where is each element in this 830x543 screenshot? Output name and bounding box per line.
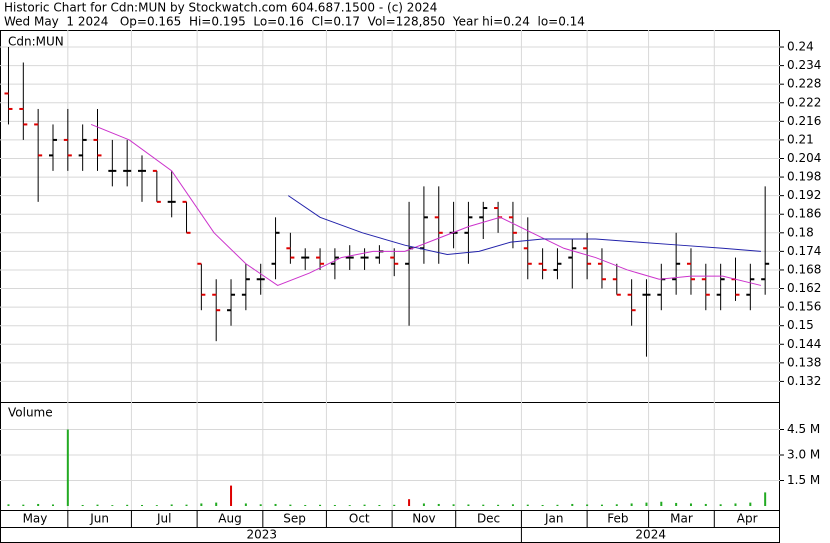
volume-bar <box>586 504 589 506</box>
chart-subtitle: Wed May 1 2024 Op=0.165 Hi=0.195 Lo=0.16… <box>4 15 585 29</box>
y-tick-label: 0.228 <box>787 77 821 91</box>
volume-bar <box>689 503 692 506</box>
y-tick-label: 0.144 <box>787 337 821 351</box>
volume-bar <box>600 504 603 506</box>
volume-bar <box>378 504 381 506</box>
volume-bar <box>155 505 158 506</box>
y-tick-label: 0.216 <box>787 114 821 128</box>
y-tick-label: 0.222 <box>787 95 821 109</box>
moving-average <box>287 195 761 255</box>
volume-bar <box>526 504 529 506</box>
y-tick-label: 0.162 <box>787 281 821 295</box>
volume-bar <box>304 504 307 506</box>
volume-bar <box>170 504 173 506</box>
y-tick-label: 0.132 <box>787 374 821 388</box>
legend: Cdn:MUN <box>8 35 64 49</box>
y-tick-label: 0.138 <box>787 355 821 369</box>
y-tick-label: 0.204 <box>787 151 821 165</box>
volume-bar <box>393 504 396 506</box>
y-tick-label: 0.192 <box>787 188 821 202</box>
volume-bar <box>126 504 129 506</box>
volume-bar <box>111 505 114 506</box>
volume-bar <box>497 504 500 506</box>
x-tick-label: Jan <box>544 512 564 526</box>
y-tick-label: 0.186 <box>787 207 821 221</box>
y-tick-label: 1.5 M <box>787 473 820 487</box>
y-tick-label: 0.21 <box>787 132 814 146</box>
price-frame <box>0 30 780 403</box>
y-tick-label: 0.198 <box>787 170 821 184</box>
y-tick-label: 3.0 M <box>787 448 820 462</box>
volume-bar <box>422 503 425 506</box>
volume-bar <box>645 502 648 506</box>
volume-frame <box>0 402 780 511</box>
x-tick-label: Sep <box>283 512 306 526</box>
x-tick-label: Jun <box>89 512 109 526</box>
x-tick-label: Apr <box>737 512 758 526</box>
volume-bar <box>363 504 366 506</box>
x-tick-label: Feb <box>607 512 628 526</box>
volume-bar <box>704 503 707 506</box>
volume-bar <box>734 503 737 506</box>
volume-bar <box>244 503 247 506</box>
volume-bar <box>467 504 470 506</box>
volume-bar <box>274 503 277 506</box>
volume-bar <box>675 502 678 506</box>
volume-bar <box>541 504 544 506</box>
volume-bar <box>408 499 411 506</box>
volume-bar <box>289 504 292 506</box>
y-tick-label: 4.5 M <box>787 422 820 436</box>
volume-bar <box>51 504 54 506</box>
x-tick-label: Jul <box>156 512 171 526</box>
volume-bar <box>437 503 440 506</box>
volume-bar <box>259 504 262 506</box>
volume-bar <box>81 504 84 506</box>
y-tick-label: 0.18 <box>787 225 814 239</box>
volume-bar <box>319 504 322 506</box>
volume-bar <box>452 504 455 506</box>
volume-bar <box>348 505 351 506</box>
moving-average <box>90 123 762 287</box>
volume-bar <box>511 504 514 506</box>
volume-bar <box>333 504 336 506</box>
volume-bar <box>66 429 69 506</box>
x-tick-label: Mar <box>670 512 693 526</box>
y-tick-label: 0.234 <box>787 58 821 72</box>
volume-bar <box>660 501 663 506</box>
volume-bar <box>22 504 25 506</box>
x-tick-label: Nov <box>412 512 435 526</box>
x-tick-label: Dec <box>477 512 500 526</box>
volume-bar <box>230 485 233 506</box>
volume-bar <box>630 503 633 506</box>
volume-bar <box>185 504 188 506</box>
volume-bar <box>37 503 40 506</box>
volume-bar <box>556 504 559 506</box>
volume-bar <box>7 504 10 506</box>
volume-bar <box>96 504 99 506</box>
volume-bar <box>215 502 218 506</box>
x-tick-label: May <box>23 512 48 526</box>
y-tick-label: 0.168 <box>787 262 821 276</box>
volume-bar <box>749 502 752 506</box>
y-tick-label: 0.174 <box>787 244 821 258</box>
volume-bar <box>200 503 203 506</box>
year-label: 2023 <box>246 528 277 542</box>
y-tick-label: 0.156 <box>787 300 821 314</box>
volume-bar <box>482 504 485 506</box>
y-tick-label: 0.15 <box>787 318 814 332</box>
x-tick-label: Aug <box>218 512 241 526</box>
chart-title: Historic Chart for Cdn:MUN by Stockwatch… <box>4 1 437 15</box>
volume-bar <box>141 504 144 506</box>
volume-bar <box>571 503 574 506</box>
volume-bar <box>764 492 767 506</box>
year-label: 2024 <box>635 528 666 542</box>
volume-bar <box>719 504 722 506</box>
volume-bar <box>615 504 618 506</box>
legend: Volume <box>8 406 53 420</box>
y-tick-label: 0.24 <box>787 40 814 54</box>
x-tick-label: Oct <box>349 512 370 526</box>
